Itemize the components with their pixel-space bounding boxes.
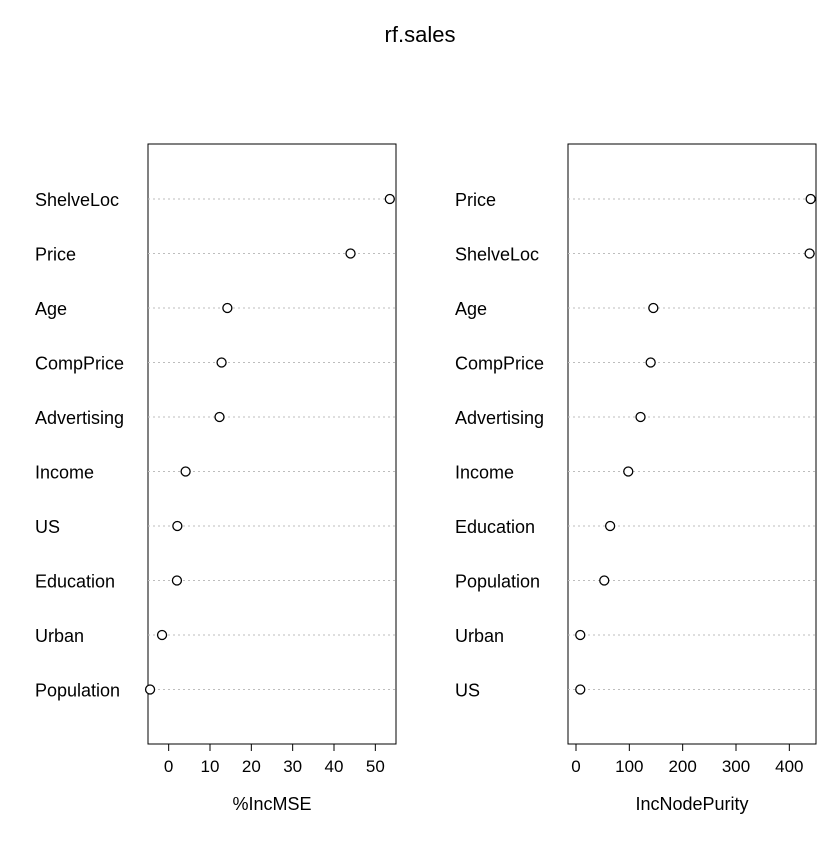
x-tick-label: 40 bbox=[325, 757, 344, 776]
data-point bbox=[384, 193, 395, 205]
category-label: Age bbox=[455, 299, 487, 319]
category-label: ShelveLoc bbox=[455, 245, 539, 265]
category-label: Advertising bbox=[35, 408, 124, 428]
plot-frame bbox=[567, 143, 817, 745]
data-point bbox=[805, 193, 816, 205]
data-point bbox=[222, 302, 233, 314]
category-label: Urban bbox=[455, 626, 504, 646]
category-label: US bbox=[35, 517, 60, 537]
category-label: Price bbox=[455, 190, 496, 210]
data-point bbox=[645, 357, 656, 368]
data-point bbox=[604, 520, 616, 532]
x-tick-label: 0 bbox=[571, 757, 580, 776]
data-point bbox=[623, 466, 634, 477]
category-label: Advertising bbox=[455, 408, 544, 428]
data-point bbox=[216, 357, 227, 368]
x-axis-title: %IncMSE bbox=[232, 794, 311, 814]
data-point bbox=[599, 575, 610, 586]
chart-title: rf.sales bbox=[385, 22, 456, 47]
category-label: ShelveLoc bbox=[35, 190, 119, 210]
category-label: Population bbox=[455, 572, 540, 592]
x-tick-label: 400 bbox=[775, 757, 803, 776]
category-label: Population bbox=[35, 681, 120, 701]
category-label: Education bbox=[35, 572, 115, 592]
x-tick-label: 300 bbox=[722, 757, 750, 776]
importance-panel-1: ShelveLoc Price Age CompPrice Advertising Inc… bbox=[35, 143, 397, 814]
x-tick-label: 30 bbox=[283, 757, 302, 776]
data-point bbox=[156, 629, 168, 641]
category-label: Urban bbox=[35, 626, 84, 646]
category-label: Income bbox=[35, 463, 94, 483]
data-point bbox=[575, 684, 586, 695]
x-tick-label: 0 bbox=[164, 757, 173, 776]
data-point bbox=[804, 248, 815, 259]
data-point bbox=[214, 411, 225, 423]
importance-panel-2: Price ShelveLoc Age CompPrice Advertising Inc… bbox=[455, 143, 817, 814]
category-label: US bbox=[455, 681, 480, 701]
data-point bbox=[172, 520, 183, 532]
data-point bbox=[144, 684, 156, 695]
plot-frame bbox=[147, 143, 397, 745]
x-tick-label: 20 bbox=[242, 757, 261, 776]
x-tick-label: 10 bbox=[201, 757, 220, 776]
category-label: Age bbox=[35, 299, 67, 319]
x-tick-label: 200 bbox=[668, 757, 696, 776]
data-point bbox=[575, 629, 586, 641]
category-label: Income bbox=[455, 463, 514, 483]
x-tick-label: 50 bbox=[366, 757, 385, 776]
category-label: CompPrice bbox=[455, 354, 544, 374]
category-label: Price bbox=[35, 245, 76, 265]
data-point bbox=[648, 302, 659, 314]
category-label: CompPrice bbox=[35, 354, 124, 374]
data-point bbox=[171, 575, 183, 586]
data-point bbox=[635, 411, 646, 423]
data-point bbox=[180, 466, 191, 477]
category-label: Education bbox=[455, 517, 535, 537]
x-axis-title: IncNodePurity bbox=[635, 794, 748, 814]
data-point bbox=[345, 248, 356, 259]
x-tick-label: 100 bbox=[615, 757, 643, 776]
